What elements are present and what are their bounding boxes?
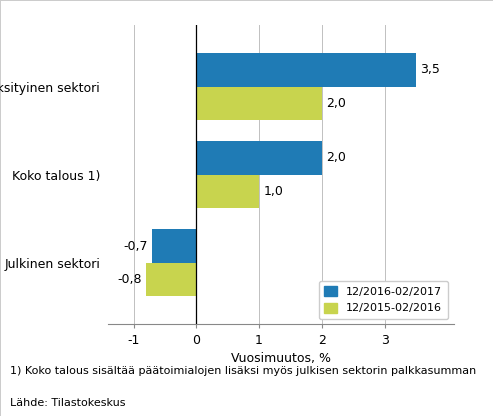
Text: -0,8: -0,8 bbox=[117, 273, 141, 286]
Text: Lähde: Tilastokeskus: Lähde: Tilastokeskus bbox=[10, 398, 125, 408]
Text: -0,7: -0,7 bbox=[123, 240, 148, 253]
Text: 2,0: 2,0 bbox=[326, 151, 346, 164]
Bar bbox=[146, 263, 196, 296]
Bar bbox=[196, 87, 322, 120]
Bar bbox=[196, 53, 416, 87]
Bar bbox=[152, 229, 196, 263]
Text: 1,0: 1,0 bbox=[263, 185, 283, 198]
Text: 1) Koko talous sisältää päätoimialojen lisäksi myös julkisen sektorin palkkasumm: 1) Koko talous sisältää päätoimialojen l… bbox=[10, 366, 476, 376]
Text: 3,5: 3,5 bbox=[421, 63, 440, 77]
X-axis label: Vuosimuutos, %: Vuosimuutos, % bbox=[231, 352, 331, 365]
Text: 2,0: 2,0 bbox=[326, 97, 346, 110]
Bar bbox=[196, 141, 322, 175]
Legend: 12/2016-02/2017, 12/2015-02/2016: 12/2016-02/2017, 12/2015-02/2016 bbox=[318, 281, 448, 319]
Bar bbox=[196, 175, 259, 208]
